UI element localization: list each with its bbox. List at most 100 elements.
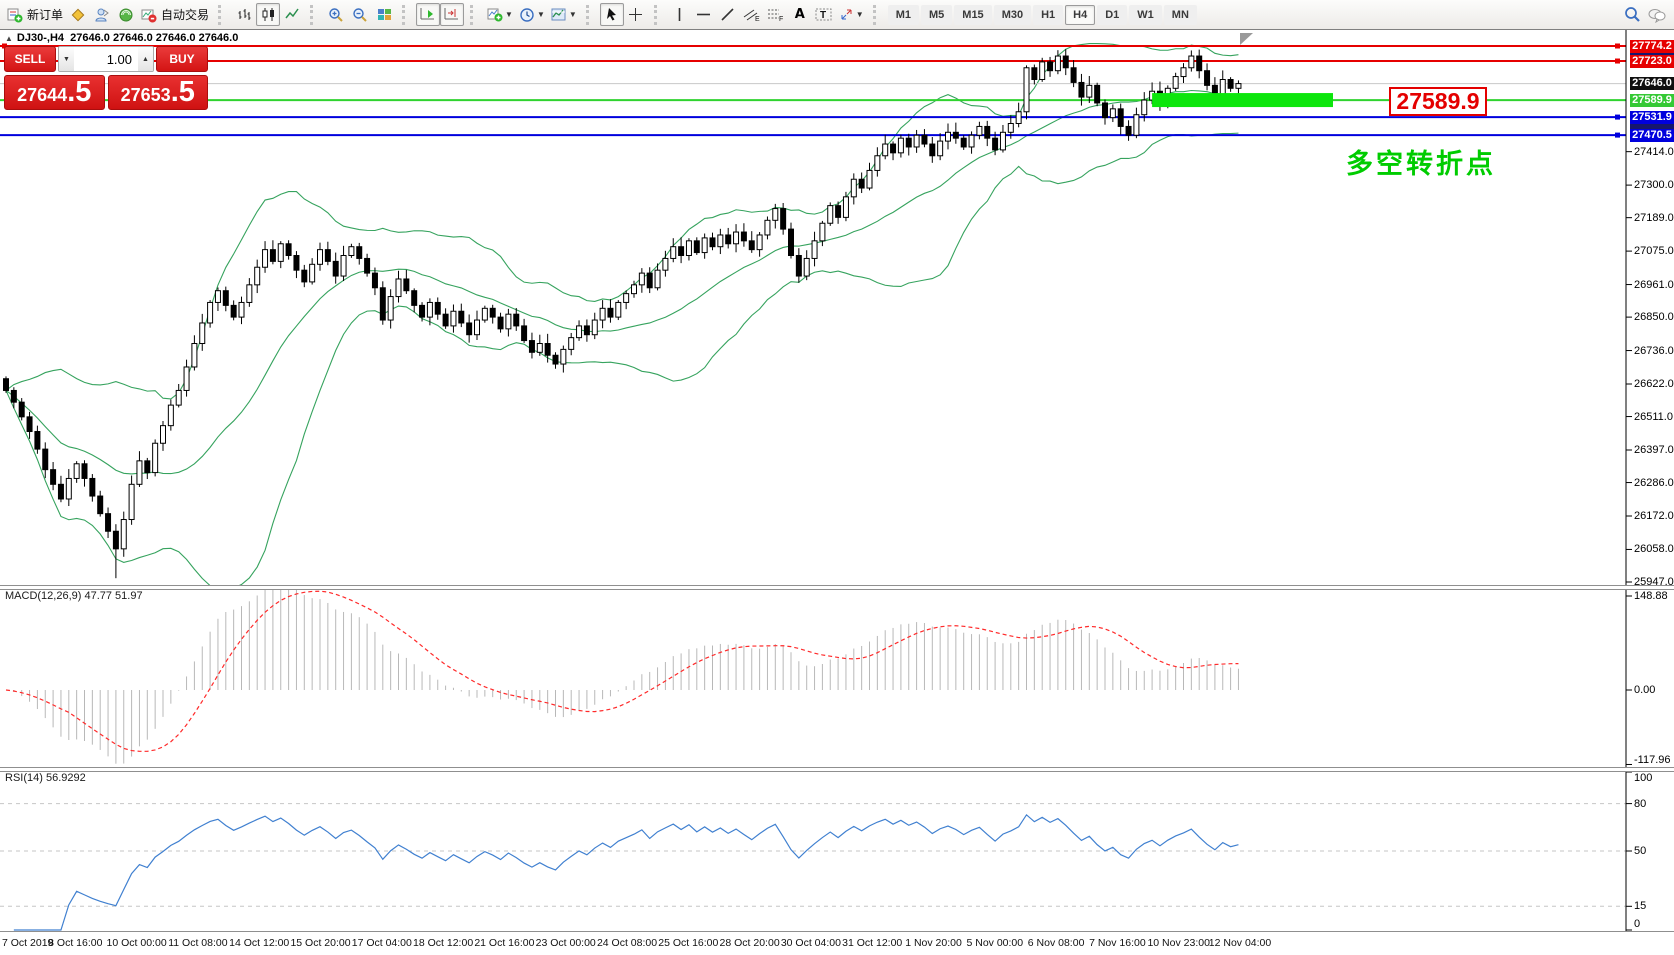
zoom-in-button[interactable] (324, 3, 348, 26)
timeframe-m1[interactable]: M1 (887, 4, 919, 25)
rsi-indicator-pane[interactable] (0, 770, 1674, 931)
candle-body (262, 249, 269, 268)
toolbar-grip (402, 4, 412, 25)
new-order-button[interactable]: 新订单 (4, 3, 66, 26)
candle-body (701, 237, 708, 254)
candle-body (929, 143, 936, 157)
candle-body (403, 278, 410, 292)
profiles-button[interactable] (90, 3, 114, 26)
pane-splitter[interactable] (0, 767, 1674, 772)
auto-scroll-button[interactable] (416, 3, 441, 26)
main-price-chart[interactable] (0, 30, 1674, 586)
time-axis-label: 1 Nov 20:00 (905, 937, 962, 949)
candle-body (646, 272, 653, 289)
line-handle[interactable] (1615, 58, 1620, 64)
candle-body (1141, 99, 1148, 116)
signals-button[interactable] (114, 3, 138, 26)
timeframe-m15[interactable]: M15 (954, 4, 992, 25)
chat-button[interactable] (1644, 3, 1670, 26)
timeframe-m5[interactable]: M5 (921, 4, 953, 25)
market-button[interactable] (66, 3, 90, 26)
chart-shift-button[interactable] (440, 3, 465, 26)
candle-body (442, 313, 449, 327)
candle-body (1180, 67, 1187, 78)
autotrading-button[interactable]: 自动交易 (138, 3, 212, 26)
candle-body (513, 313, 520, 327)
candle-body (505, 313, 512, 330)
candle-body (10, 389, 17, 403)
timeframe-w1[interactable]: W1 (1129, 4, 1162, 25)
pane-splitter[interactable] (0, 585, 1674, 590)
candle-body (340, 255, 347, 277)
chat-icon (1648, 8, 1666, 23)
price-tag-annotation[interactable]: 27589.9 (1389, 87, 1487, 116)
candle-body (521, 325, 528, 342)
candle-body (238, 301, 245, 318)
tile-windows-button[interactable] (372, 3, 396, 26)
buy-button[interactable]: BUY (156, 46, 208, 72)
volume-input[interactable] (74, 47, 138, 71)
vertical-line-button[interactable] (668, 3, 692, 26)
candlestick-chart-button[interactable] (256, 3, 281, 26)
timeframe-mn[interactable]: MN (1163, 4, 1197, 25)
candle-body (976, 125, 983, 136)
candle-body (842, 196, 849, 218)
volume-up-button[interactable]: ▲ (138, 47, 153, 71)
timeframe-h4[interactable]: H4 (1065, 4, 1096, 25)
chart-window[interactable]: 7 Oct 2019 8 Oct 16:00 10 Oct 00:00 11 Oct … (0, 30, 1674, 955)
candle-body (952, 131, 959, 139)
text-label-button[interactable]: T (812, 3, 836, 26)
periods-button[interactable]: ▼ (516, 3, 548, 26)
candle-body (26, 416, 33, 433)
candle-body (277, 243, 284, 262)
time-axis[interactable]: 7 Oct 2019 8 Oct 16:00 10 Oct 00:00 11 Oct … (0, 933, 1674, 955)
bollinger-lower-band (5, 132, 1239, 586)
buy-price-box[interactable]: 27653.5 (107, 75, 208, 110)
candle-body (199, 322, 206, 345)
add-indicator-button[interactable]: ▼ (484, 3, 516, 26)
time-axis-label: 7 Oct 2019 (2, 937, 54, 949)
volume-down-button[interactable]: ▼ (59, 47, 74, 71)
arrows-button[interactable]: ▼ (836, 3, 867, 26)
line-handle[interactable] (1615, 43, 1620, 49)
templates-button[interactable]: ▼ (548, 3, 580, 26)
pivot-point-annotation[interactable]: 多空转折点 (1346, 149, 1496, 179)
candle-body (1227, 79, 1234, 89)
sell-button[interactable]: SELL (4, 46, 56, 72)
timeframe-h1[interactable]: H1 (1033, 4, 1064, 25)
line-chart-button[interactable] (280, 3, 304, 26)
search-button[interactable] (1620, 3, 1644, 26)
periods-clock-icon (520, 7, 534, 22)
line-chart-icon (284, 8, 299, 19)
candle-body (1023, 67, 1030, 113)
line-handle[interactable] (1615, 114, 1620, 120)
line-handle[interactable] (1615, 132, 1620, 138)
candle-body (1031, 67, 1038, 81)
fibonacci-button[interactable]: F (764, 3, 788, 26)
time-axis-label: 10 Oct 00:00 (106, 937, 167, 949)
highlight-zone-annotation[interactable] (1152, 93, 1333, 108)
equidistant-channel-button[interactable]: E (740, 3, 764, 26)
add-indicator-icon (487, 8, 503, 22)
candle-body (748, 240, 755, 251)
candle-body (293, 255, 300, 271)
candle-body (890, 143, 897, 154)
candle-body (379, 287, 386, 321)
bar-chart-button[interactable] (232, 3, 256, 26)
text-label-icon: T (815, 8, 832, 21)
timeframe-d1[interactable]: D1 (1097, 4, 1128, 25)
timeframe-m30[interactable]: M30 (993, 4, 1032, 25)
trendline-button[interactable] (716, 3, 740, 26)
sell-price-box[interactable]: 27644.5 (4, 75, 105, 110)
bar-chart-icon (238, 9, 251, 20)
cursor-button[interactable] (599, 3, 624, 26)
collapse-panel-icon[interactable]: ▲ (5, 34, 13, 43)
candle-body (654, 269, 661, 289)
candle-body (913, 134, 920, 148)
horizontal-line-button[interactable] (692, 3, 716, 26)
zoom-out-button[interactable] (348, 3, 372, 26)
macd-indicator-pane[interactable] (0, 588, 1674, 767)
candle-body (18, 401, 25, 418)
crosshair-button[interactable] (624, 3, 648, 26)
text-button[interactable]: A (788, 3, 812, 26)
